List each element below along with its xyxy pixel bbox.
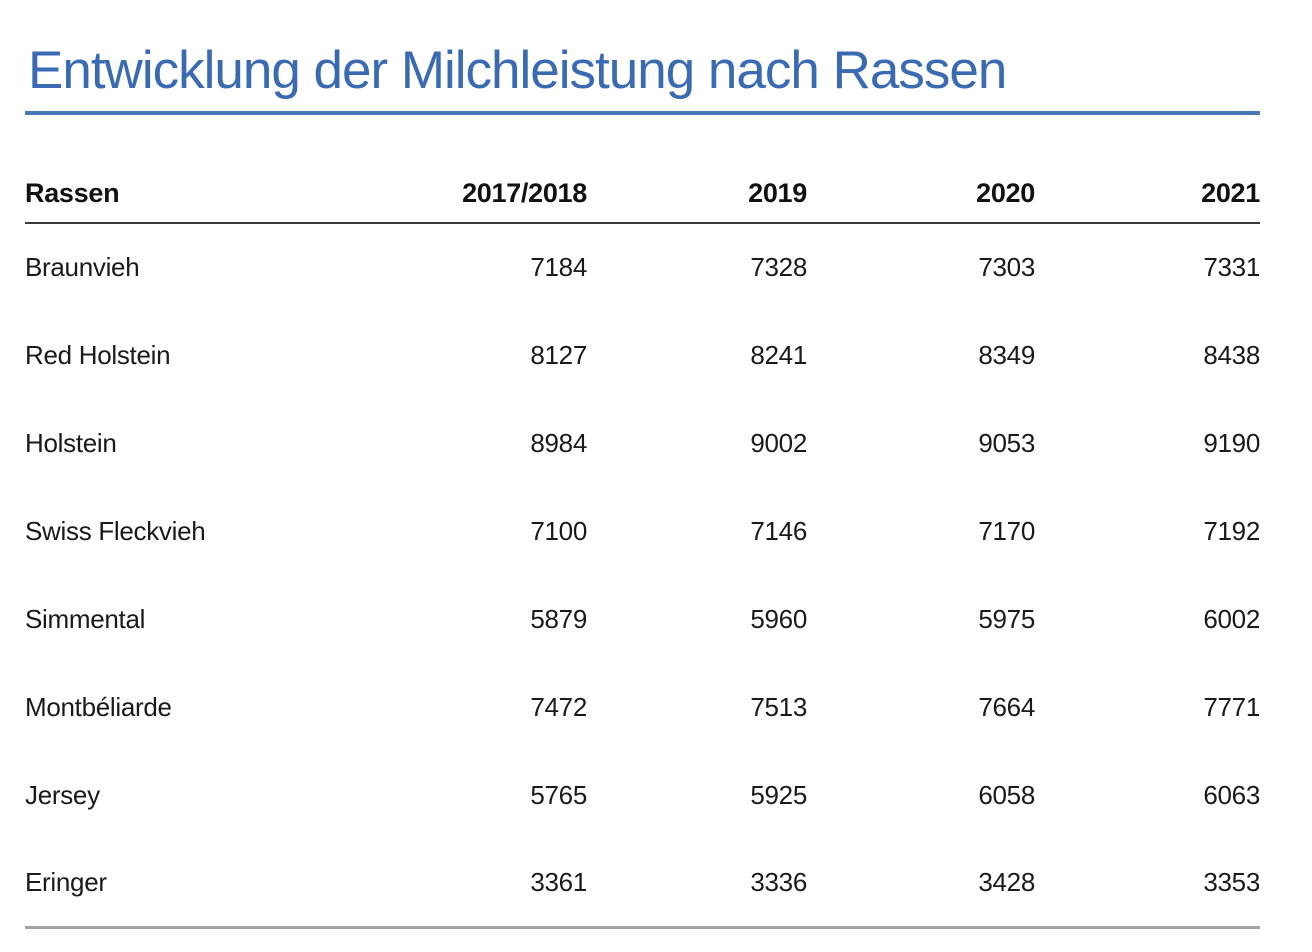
cell-value: 7664 xyxy=(978,691,1035,722)
table-row: Simmental 5879 5960 5975 6002 xyxy=(25,575,1260,663)
cell-value: 7303 xyxy=(978,252,1035,282)
cell-value: 9002 xyxy=(750,427,807,458)
table-row: Eringer 3361 3336 3428 3353 xyxy=(25,839,1260,929)
column-header-rassen: Rassen xyxy=(25,178,325,224)
cell-value: 7100 xyxy=(530,515,587,546)
cell-value: 3353 xyxy=(1035,839,1260,929)
cell-value: 7771 xyxy=(1203,691,1260,722)
cell-value: 8127 xyxy=(530,339,587,370)
cell-value: 7192 xyxy=(1203,515,1260,546)
cell-value: 8241 xyxy=(750,339,807,370)
table-header-row: Rassen 2017/2018 2019 2020 2021 xyxy=(25,178,1260,224)
cell-value: 8984 xyxy=(530,427,587,458)
milk-yield-table: Rassen 2017/2018 2019 2020 2021 Braunvie… xyxy=(25,178,1260,929)
cell-value: 5975 xyxy=(978,603,1035,634)
cell-value: 8438 xyxy=(1203,339,1260,370)
cell-value: 6063 xyxy=(1203,779,1260,810)
row-label: Eringer xyxy=(25,839,325,929)
table-row: Montbéliarde 7472 7513 7664 7771 xyxy=(25,663,1260,751)
column-header-2020: 2020 xyxy=(807,178,1035,224)
row-label: Montbéliarde xyxy=(25,691,172,722)
cell-value: 7170 xyxy=(978,515,1035,546)
table-row: Holstein 8984 9002 9053 9190 xyxy=(25,399,1260,487)
row-label: Holstein xyxy=(25,427,117,458)
table-body: Braunvieh 7184 7328 7303 7331 Red Holste… xyxy=(25,223,1260,929)
column-header-2021: 2021 xyxy=(1035,178,1260,224)
cell-value: 5925 xyxy=(750,779,807,810)
cell-value: 9053 xyxy=(978,427,1035,458)
cell-value: 6002 xyxy=(1203,603,1260,634)
table-header: Rassen 2017/2018 2019 2020 2021 xyxy=(25,178,1260,224)
cell-value: 7331 xyxy=(1203,252,1260,282)
table-row: Red Holstein 8127 8241 8349 8438 xyxy=(25,311,1260,399)
cell-value: 3361 xyxy=(325,839,587,929)
cell-value: 7513 xyxy=(750,691,807,722)
cell-value: 7328 xyxy=(750,252,807,282)
cell-value: 9190 xyxy=(1203,427,1260,458)
column-header-2019: 2019 xyxy=(587,178,807,224)
page-title: Entwicklung der Milchleistung nach Rasse… xyxy=(28,41,1007,100)
column-header-2017-2018: 2017/2018 xyxy=(325,178,587,224)
row-label: Braunvieh xyxy=(25,252,140,282)
cell-value: 3428 xyxy=(807,839,1035,929)
table-row: Braunvieh 7184 7328 7303 7331 xyxy=(25,223,1260,311)
page: Entwicklung der Milchleistung nach Rasse… xyxy=(25,41,1260,929)
row-label: Jersey xyxy=(25,779,100,810)
cell-value: 5960 xyxy=(750,603,807,634)
row-label: Red Holstein xyxy=(25,339,171,370)
cell-value: 7184 xyxy=(530,252,587,282)
row-label: Simmental xyxy=(25,603,146,634)
cell-value: 6058 xyxy=(978,779,1035,810)
cell-value: 7146 xyxy=(750,515,807,546)
row-label: Swiss Fleckvieh xyxy=(25,515,206,546)
cell-value: 3336 xyxy=(587,839,807,929)
cell-value: 5765 xyxy=(530,779,587,810)
title-underline xyxy=(25,111,1260,115)
cell-value: 5879 xyxy=(530,603,587,634)
cell-value: 8349 xyxy=(978,339,1035,370)
table-row: Swiss Fleckvieh 7100 7146 7170 7192 xyxy=(25,487,1260,575)
table-row: Jersey 5765 5925 6058 6063 xyxy=(25,751,1260,839)
cell-value: 7472 xyxy=(530,691,587,722)
